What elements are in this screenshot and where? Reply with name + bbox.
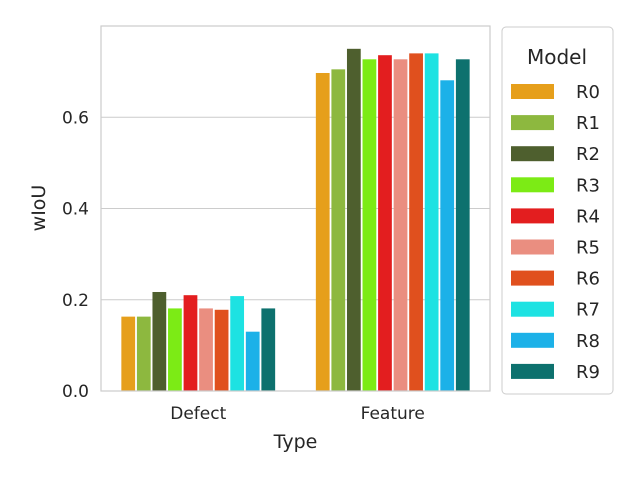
bar-feature-r7 [424, 53, 439, 391]
bar-feature-r1 [331, 69, 346, 391]
bar-defect-r6 [214, 309, 229, 391]
plot-frame [100, 25, 491, 392]
bar-feature-r2 [346, 48, 361, 391]
legend-swatch [511, 301, 554, 317]
legend-swatch [511, 146, 554, 162]
legend-label: R2 [576, 144, 600, 165]
legend-label: R7 [576, 300, 600, 321]
legend-label: R5 [576, 238, 600, 259]
x-axis-label: Type [273, 431, 318, 453]
bar-defect-r0 [121, 316, 136, 391]
bar-defect-r7 [230, 296, 245, 391]
bar-feature-r8 [440, 80, 455, 391]
legend-title: Model [527, 45, 587, 69]
bar-feature-r4 [378, 55, 392, 391]
legend-swatch [511, 208, 554, 224]
legend-swatch [511, 363, 554, 379]
y-axis-ticks: 0.0 0.2 0.4 0.6 [62, 108, 89, 402]
bar-feature-r5 [393, 59, 408, 392]
bar-defect-r5 [199, 308, 213, 391]
y-tick-label: 0.4 [62, 200, 89, 220]
bar-feature-r9 [455, 59, 470, 392]
x-tick-label: Feature [361, 404, 425, 424]
x-axis-ticks: Defect Feature [170, 404, 425, 424]
y-tick-label: 0.6 [62, 108, 89, 128]
legend-swatch [511, 332, 554, 348]
y-axis-label: wIoU [28, 185, 50, 232]
bar-defect-r3 [168, 308, 182, 391]
legend-swatch [511, 115, 554, 131]
legend: Model R0 R1 R2 R3 R4 R5 R6 R7 R8 R9 [501, 26, 614, 395]
bar-feature-r6 [409, 53, 423, 391]
bar-defect-r8 [245, 331, 260, 391]
legend-label: R4 [576, 206, 600, 227]
legend-swatch [511, 270, 554, 286]
legend-label: R6 [576, 269, 600, 290]
y-tick-label: 0.2 [62, 291, 89, 311]
legend-label: R3 [576, 175, 600, 196]
bar-feature-r3 [362, 59, 377, 392]
legend-swatch [511, 84, 554, 99]
bar-defect-r1 [136, 316, 151, 391]
bar-defect-r9 [261, 308, 276, 391]
legend-label: R8 [576, 331, 600, 352]
legend-label: R1 [576, 113, 600, 134]
bar-feature-r0 [315, 72, 330, 392]
legend-swatch [511, 239, 554, 255]
legend-label: R0 [576, 82, 600, 103]
bars [121, 48, 470, 392]
bar-defect-r2 [152, 291, 167, 391]
y-tick-label: 0.0 [62, 382, 89, 402]
x-tick-label: Defect [170, 404, 226, 424]
legend-swatch [511, 177, 554, 193]
legend-label: R9 [576, 362, 600, 383]
bar-defect-r4 [183, 295, 198, 391]
